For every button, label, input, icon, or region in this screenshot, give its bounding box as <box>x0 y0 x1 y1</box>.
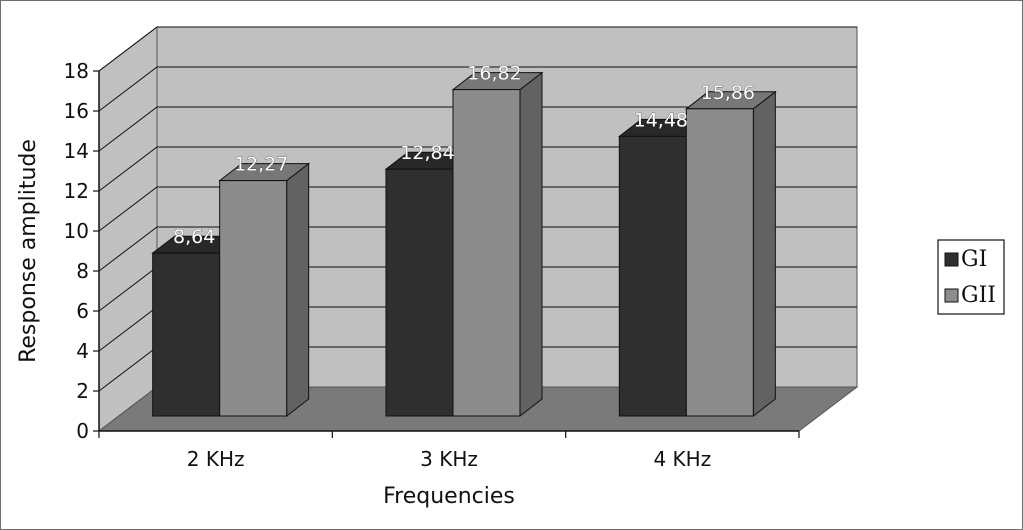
bar-gi <box>385 168 454 417</box>
legend-label-gi: GI <box>961 247 987 272</box>
legend-swatch-gii <box>944 288 959 303</box>
bar-gii <box>685 108 754 417</box>
bar-gii-side <box>519 71 543 418</box>
bar-gii-side <box>752 90 776 418</box>
bar-gi <box>618 135 687 417</box>
bar-gii <box>219 180 288 417</box>
legend-label-gii: GII <box>961 283 996 308</box>
y-tick-label: 2 <box>76 379 89 403</box>
data-label: 12,84 <box>400 142 454 164</box>
data-label: 15,86 <box>701 82 755 104</box>
data-label: 12,27 <box>234 154 288 176</box>
y-tick-label: 8 <box>76 259 89 283</box>
legend-swatch-gi <box>944 252 959 267</box>
legend: GI GII <box>937 239 1005 315</box>
x-tick-label: 3 KHz <box>420 447 478 471</box>
bar-gi <box>152 252 221 417</box>
side-wall <box>98 25 158 433</box>
gridline <box>98 106 857 152</box>
value-labels: 8,64 12,27 12,84 16,82 14,48 15,86 <box>173 62 756 248</box>
y-tick-label: 6 <box>76 299 89 323</box>
x-axis-title: Frequencies <box>383 484 515 509</box>
y-tick-label: 12 <box>64 179 89 203</box>
x-tick-label: 2 KHz <box>187 447 245 471</box>
gridline <box>98 66 857 112</box>
data-label: 14,48 <box>634 109 688 131</box>
y-tick-label: 14 <box>64 139 89 163</box>
axes: 0 2 4 6 8 10 12 14 16 18 2 KHz 3 KHz 4 KHz <box>64 59 800 471</box>
bar-gii <box>452 89 521 417</box>
y-tick-label: 18 <box>64 59 89 83</box>
bars <box>151 71 777 418</box>
gridline <box>98 26 857 72</box>
y-tick-label: 10 <box>64 219 89 243</box>
y-tick-label: 4 <box>76 339 89 363</box>
data-label: 16,82 <box>467 63 521 85</box>
y-axis-title: Response amplitude <box>16 139 41 363</box>
y-tick-label: 0 <box>76 419 89 443</box>
x-tick-label: 4 KHz <box>653 447 711 471</box>
data-label: 8,64 <box>173 226 215 248</box>
bar-gii-side <box>286 162 310 418</box>
y-tick-label: 16 <box>64 99 89 123</box>
